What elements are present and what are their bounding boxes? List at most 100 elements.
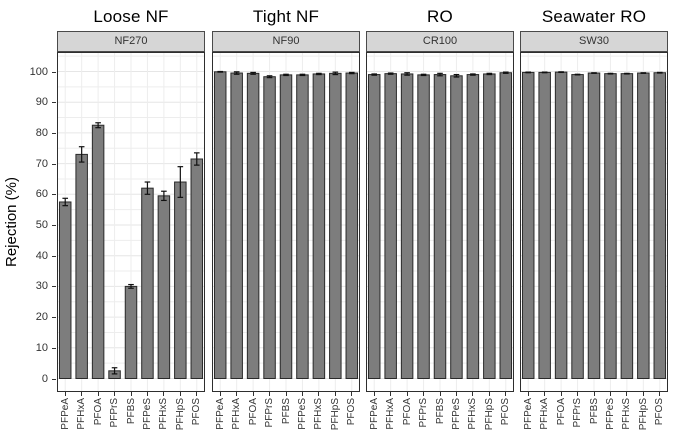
bar-pfpea xyxy=(213,71,227,379)
panel-border xyxy=(57,52,205,392)
y-tick-mark xyxy=(52,317,56,319)
y-tick-mark xyxy=(52,194,56,196)
x-tick-mark xyxy=(390,392,392,396)
x-category-label: PFPrS xyxy=(264,398,276,428)
x-tick-mark xyxy=(472,392,474,396)
bar-pfprs xyxy=(417,74,430,379)
x-category-label: PFPrS xyxy=(109,398,121,428)
bar-pfhxs xyxy=(312,73,326,380)
x-tick-mark xyxy=(626,392,628,396)
x-tick-mark xyxy=(285,392,287,396)
x-category-label: PFPrS xyxy=(418,398,430,428)
x-tick-mark xyxy=(252,392,254,396)
error-bar xyxy=(371,73,378,76)
error-bar xyxy=(233,71,240,75)
facet-nf270: Loose NF NF270 PFPeA PFHxA PFOA PFPrS PFBS PFPe… xyxy=(57,0,205,443)
x-tick-mark xyxy=(114,392,116,396)
x-axis-labels: PFPeA PFHxA PFOA PFPrS PFBS PFPeS PFHxS PFHpS PF… xyxy=(212,392,360,443)
bar-pfpes xyxy=(450,75,463,379)
error-bar xyxy=(387,72,394,75)
facet-strip-label: NF90 xyxy=(212,31,360,52)
x-category-label: PFOS xyxy=(346,398,358,426)
error-bar xyxy=(640,72,647,74)
bar-pfos xyxy=(499,72,513,380)
facet-plot-panel xyxy=(366,52,514,392)
x-tick-mark xyxy=(609,392,611,396)
y-tick-mark xyxy=(52,255,56,257)
x-category-label: PFHpS xyxy=(174,398,186,431)
facet-plot-panel xyxy=(57,52,205,392)
x-tick-mark xyxy=(373,392,375,396)
y-tick-label: 40 xyxy=(35,249,48,262)
x-category-label: PFBS xyxy=(280,398,292,425)
error-bar xyxy=(437,72,443,77)
bar-pfhxa xyxy=(75,153,88,379)
y-tick-label: 70 xyxy=(35,157,48,170)
x-category-label: PFHxA xyxy=(385,398,397,430)
bar-pfoa xyxy=(400,73,414,380)
facet-nf90: Tight NF NF90 PFPeA PFHxA PFOA PFPrS PFBS PFPeS… xyxy=(212,0,360,443)
facet-plot-panel xyxy=(212,52,360,392)
error-bar xyxy=(250,71,256,75)
x-category-label: PFOS xyxy=(500,398,512,426)
x-category-label: PFPeS xyxy=(604,398,616,430)
x-tick-mark xyxy=(81,392,83,396)
x-category-label: PFHxS xyxy=(621,398,633,430)
error-bar xyxy=(266,75,273,79)
error-bar xyxy=(470,73,476,76)
x-category-label: PFHxS xyxy=(313,398,325,430)
facet-plot-panel xyxy=(520,52,668,392)
x-category-label: PFOS xyxy=(654,398,666,426)
bar-pfpes xyxy=(604,73,617,380)
x-tick-mark xyxy=(301,392,303,396)
x-tick-mark xyxy=(97,392,99,396)
error-bar xyxy=(316,72,322,76)
x-category-label: PFPeS xyxy=(141,398,153,430)
bar-pfoa xyxy=(554,71,568,379)
facet-cr100: RO CR100 PFPeA PFHxA PFOA PFPrS PFBS PFPeS PFHxS… xyxy=(366,0,514,443)
error-bar xyxy=(348,71,355,75)
error-bar xyxy=(177,166,184,198)
error-bar xyxy=(78,146,85,163)
error-bar xyxy=(607,72,614,75)
bar-pfprs xyxy=(263,76,276,380)
bar-pfoa xyxy=(91,124,105,379)
error-bar xyxy=(299,73,306,77)
x-tick-mark xyxy=(334,392,336,396)
x-category-label: PFHpS xyxy=(483,398,495,431)
y-tick-label: 80 xyxy=(35,126,48,139)
panel-border xyxy=(366,52,514,392)
facet-group-title: Seawater RO xyxy=(541,7,647,26)
error-bar xyxy=(128,283,134,289)
bar-pfhxa xyxy=(384,73,397,380)
y-tick-label: 90 xyxy=(35,96,48,109)
x-tick-mark xyxy=(318,392,320,396)
y-tick-mark xyxy=(52,102,56,104)
y-tick-mark xyxy=(52,347,56,349)
bar-pfpea xyxy=(367,74,381,379)
bar-pfpes xyxy=(141,187,154,379)
x-category-label: PFPeA xyxy=(214,398,226,430)
facet-group-title: Tight NF xyxy=(252,7,320,26)
x-category-label: PFHxS xyxy=(467,398,479,430)
y-tick-label: 0 xyxy=(41,372,48,385)
bar-pfhxs xyxy=(157,195,171,379)
x-tick-mark xyxy=(64,392,66,396)
bar-pfpea xyxy=(58,201,72,379)
y-tick-mark xyxy=(52,71,56,73)
error-bar xyxy=(624,72,630,75)
facet-group-title: Loose NF xyxy=(93,7,169,26)
x-tick-mark xyxy=(196,392,198,396)
bar-pfbs xyxy=(124,285,138,379)
error-bar xyxy=(144,181,151,195)
x-category-label: PFOA xyxy=(92,398,104,426)
x-tick-mark xyxy=(544,392,546,396)
bar-pfhxa xyxy=(538,71,551,380)
bar-pfhxs xyxy=(466,74,480,379)
x-category-label: PFHxA xyxy=(76,398,88,430)
bar-pfbs xyxy=(433,74,447,379)
y-tick-label: 60 xyxy=(35,188,48,201)
x-category-label: PFOA xyxy=(247,398,259,426)
x-tick-mark xyxy=(527,392,529,396)
